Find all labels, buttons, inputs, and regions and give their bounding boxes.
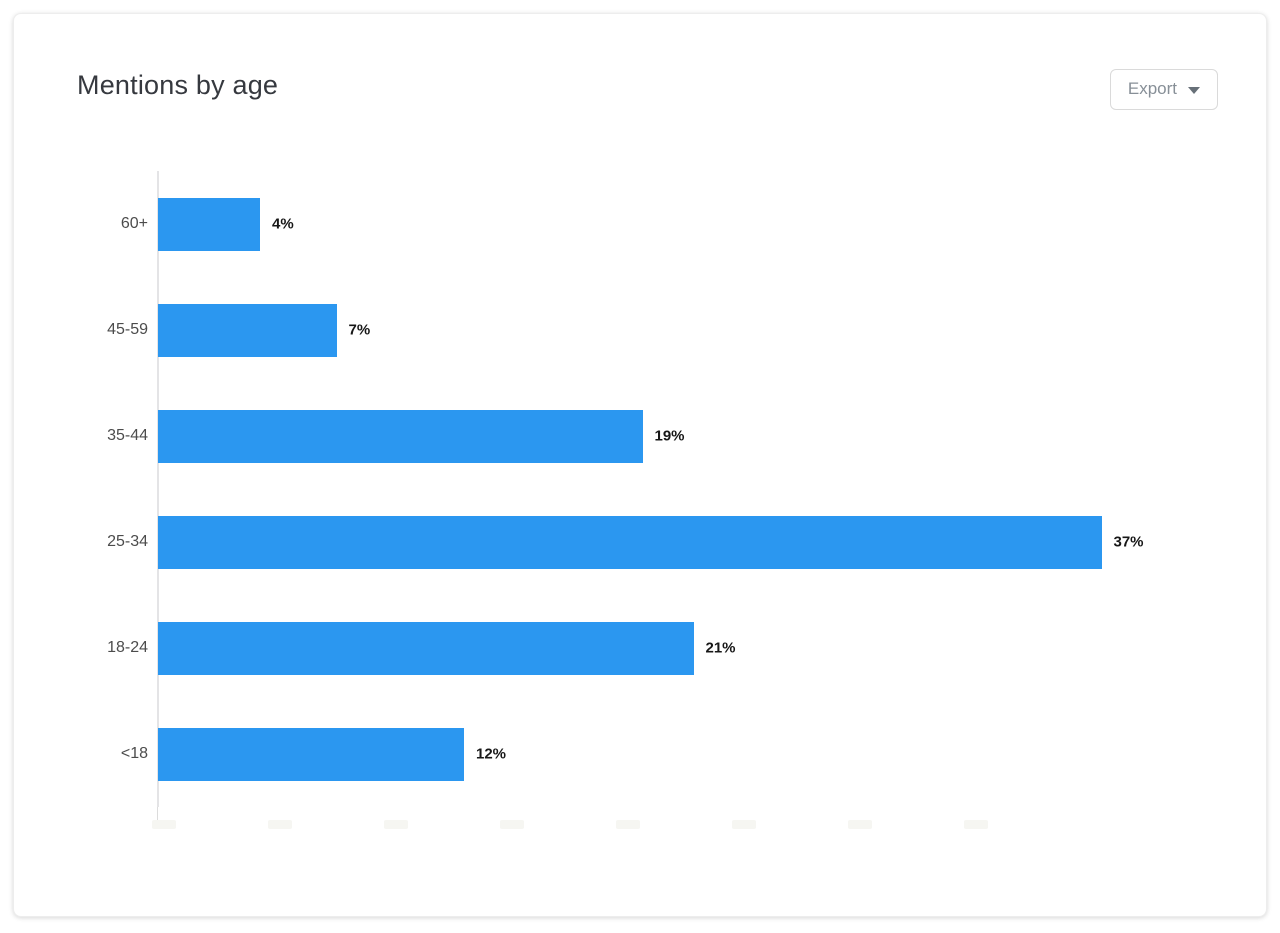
bar[interactable] xyxy=(158,727,464,781)
bar[interactable] xyxy=(158,197,260,251)
chart-row: 60+ 4% xyxy=(14,171,1266,277)
bar[interactable] xyxy=(158,515,1102,569)
export-button-label: Export xyxy=(1127,79,1177,98)
y-axis-line xyxy=(157,171,159,807)
chart-card: Mentions by age Export 60+ 4% 45-59 7% 3… xyxy=(13,13,1267,917)
category-label: <18 xyxy=(120,745,148,762)
x-axis-tick-mark xyxy=(500,820,524,829)
bar[interactable] xyxy=(158,409,643,463)
chart-row: <18 12% xyxy=(14,701,1266,807)
chart-row: 25-34 37% xyxy=(14,489,1266,595)
category-label: 25-34 xyxy=(107,533,148,550)
chart-row: 18-24 21% xyxy=(14,595,1266,701)
chart-row: 45-59 7% xyxy=(14,277,1266,383)
value-label: 7% xyxy=(348,321,371,339)
card-header: Mentions by age Export xyxy=(14,14,1266,111)
chart-rows: 60+ 4% 45-59 7% 35-44 19% 25-34 37% 18-2… xyxy=(14,171,1266,807)
category-label: 60+ xyxy=(120,215,148,232)
chart-row: 35-44 19% xyxy=(14,383,1266,489)
value-label: 12% xyxy=(476,745,507,763)
category-label: 35-44 xyxy=(107,427,148,444)
x-axis-tick-mark xyxy=(848,820,872,829)
page-title: Mentions by age xyxy=(77,70,279,100)
bar-track: 4% xyxy=(158,197,1178,251)
chevron-down-icon xyxy=(1188,86,1200,94)
category-label: 45-59 xyxy=(107,321,148,338)
value-label: 37% xyxy=(1113,533,1144,551)
x-axis-tick-mark xyxy=(152,820,176,829)
bar-track: 19% xyxy=(158,409,1178,463)
x-axis-tick-mark xyxy=(964,820,988,829)
x-axis-tick-mark xyxy=(268,820,292,829)
bar-chart: 60+ 4% 45-59 7% 35-44 19% 25-34 37% 18-2… xyxy=(14,171,1266,829)
bar[interactable] xyxy=(158,621,694,675)
export-button[interactable]: Export xyxy=(1109,69,1218,111)
x-axis-tick-mark xyxy=(616,820,640,829)
x-axis-tick-mark xyxy=(732,820,756,829)
bar[interactable] xyxy=(158,303,337,357)
bar-track: 37% xyxy=(158,515,1178,569)
bar-track: 12% xyxy=(158,727,1178,781)
bar-track: 7% xyxy=(158,303,1178,357)
value-label: 4% xyxy=(272,215,294,233)
x-axis-tick-mark xyxy=(384,820,408,829)
value-label: 21% xyxy=(705,639,736,657)
value-label: 19% xyxy=(654,427,685,445)
bar-track: 21% xyxy=(158,621,1178,675)
category-label: 18-24 xyxy=(107,639,148,656)
y-axis-end-tick xyxy=(157,807,158,820)
